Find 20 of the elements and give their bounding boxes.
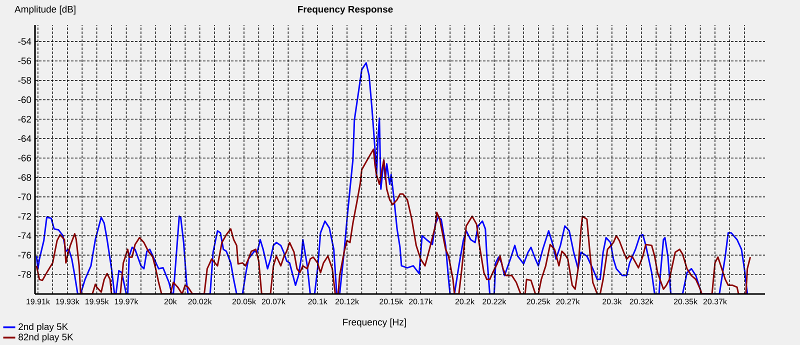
chart-title: Frequency Response [298,6,393,15]
y-tick-label: -78 [18,271,32,278]
y-tick-label: -60 [18,96,32,104]
line-series [36,62,748,294]
y-tick-label: -64 [18,135,32,142]
y-tick-label: -76 [18,252,32,259]
y-tick-label: -72 [18,213,32,220]
y-tick-label: -62 [18,116,32,123]
x-axis-title: Frequency [Hz] [343,318,406,328]
y-tick-label: -66 [18,154,32,162]
y-tick-label: -74 [18,232,32,239]
legend-label: 2nd play 5K [18,323,68,332]
y-tick-label: -54 [18,38,32,45]
y-tick-label: -70 [18,194,32,200]
line-series [36,148,752,294]
y-tick-label: -68 [18,174,32,181]
y-axis-title: Amplitude [dB] [14,6,76,14]
y-tick-label: -58 [18,77,32,84]
y-tick-label: -56 [18,58,32,64]
legend-label: 82nd play 5K [18,333,74,342]
